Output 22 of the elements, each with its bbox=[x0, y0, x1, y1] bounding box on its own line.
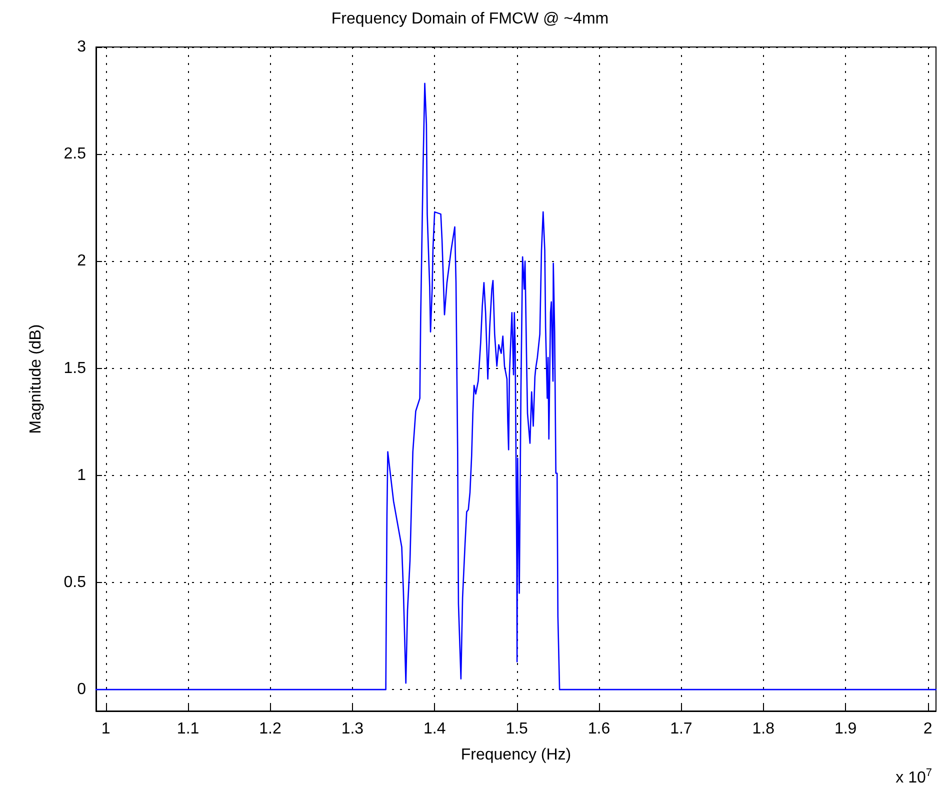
x-tick-label: 1.7 bbox=[670, 720, 692, 738]
y-tick-label: 3 bbox=[77, 38, 86, 56]
x-tick-label: 1.5 bbox=[506, 720, 528, 738]
x-tick-label: 1.3 bbox=[341, 720, 364, 738]
y-tick-label: 2 bbox=[77, 252, 86, 270]
x-tick-label: 1.4 bbox=[424, 720, 446, 738]
x-tick-label: 1.2 bbox=[259, 720, 282, 738]
y-tick-label: 0 bbox=[77, 681, 86, 698]
y-tick-label: 1.5 bbox=[64, 360, 86, 377]
line-series bbox=[95, 82, 937, 690]
y-tick-label: 1 bbox=[77, 466, 86, 484]
y-tick-label: 2.5 bbox=[64, 146, 86, 163]
x-tick-label: 2 bbox=[923, 720, 932, 738]
x-tick-label: 1.9 bbox=[834, 720, 857, 738]
x-tick-label: 1 bbox=[101, 720, 110, 738]
y-tick-label: 0.5 bbox=[64, 574, 86, 591]
x-tick-label: 1.1 bbox=[176, 720, 200, 738]
x-tick-label: 1.6 bbox=[588, 720, 610, 738]
x-axis-title: Frequency (Hz) bbox=[460, 746, 572, 764]
x-tick-label: 1.8 bbox=[752, 720, 775, 738]
y-axis-title: Magnitude (dB) bbox=[28, 324, 44, 434]
chart-title: Frequency Domain of FMCW @ ~4mm bbox=[331, 10, 609, 28]
